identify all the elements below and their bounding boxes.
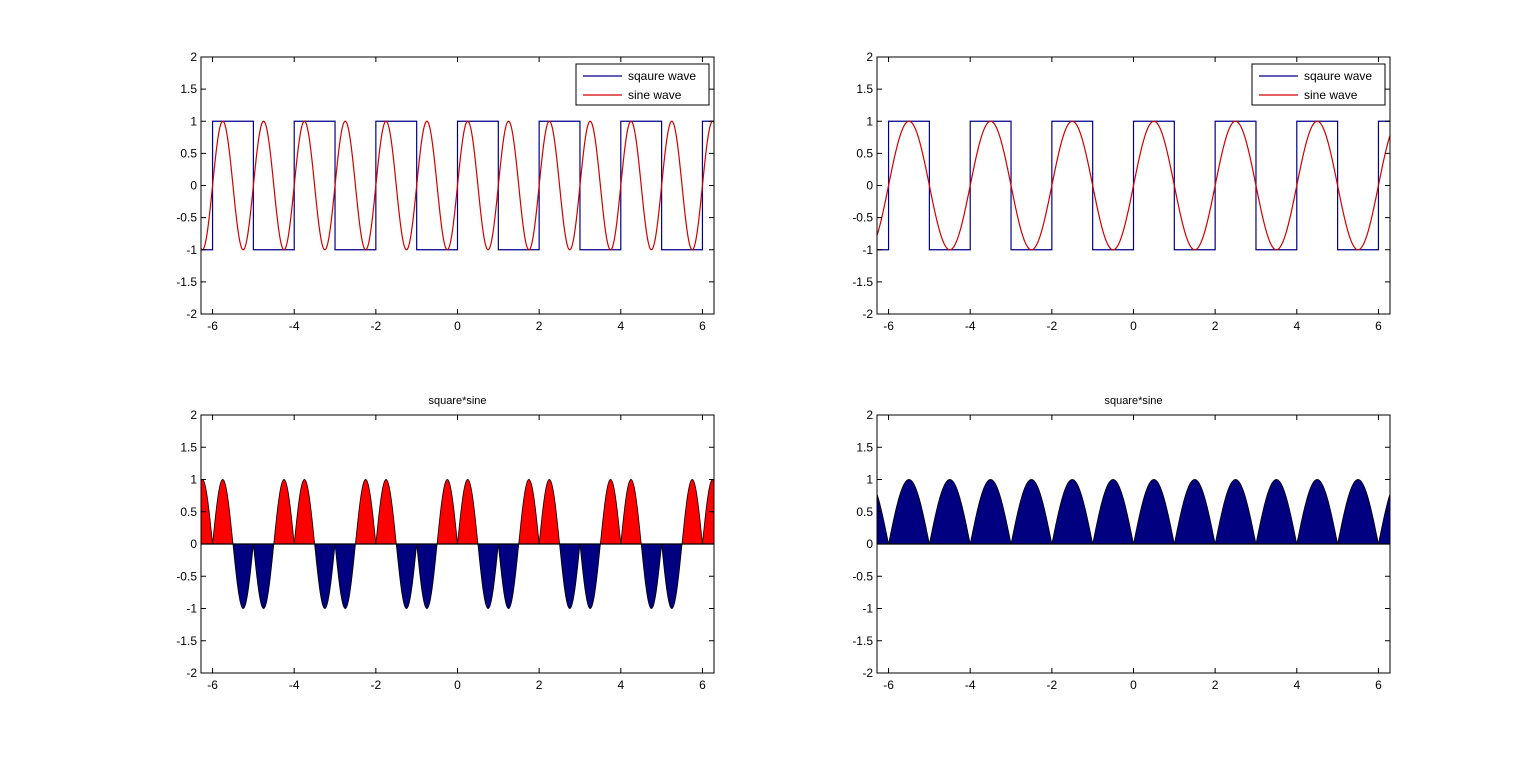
positive-area [518, 479, 561, 545]
y-tick-label: -0.5 [176, 211, 197, 225]
x-tick-label: 2 [1212, 678, 1219, 692]
legend-label: sqaure wave [1304, 69, 1372, 83]
y-tick-label: 1 [190, 473, 197, 487]
negative-area [640, 543, 683, 609]
legend-label: sine wave [1304, 88, 1358, 102]
y-tick-label: -1 [186, 243, 197, 257]
y-tick-label: -1 [862, 602, 873, 616]
positive-area [436, 479, 479, 545]
y-tick-label: -2 [186, 307, 197, 321]
y-tick-label: 0.5 [180, 505, 197, 519]
x-tick-label: 6 [1375, 319, 1382, 333]
x-tick-label: 4 [617, 319, 624, 333]
x-tick-label: 0 [454, 319, 461, 333]
y-tick-label: -2 [862, 666, 873, 680]
y-tick-label: 0.5 [180, 146, 197, 160]
y-tick-label: -1.5 [852, 275, 873, 289]
x-tick-label: 0 [454, 678, 461, 692]
y-tick-label: 0.5 [856, 146, 873, 160]
y-tick-label: 1.5 [180, 82, 197, 96]
y-tick-label: -0.5 [852, 569, 873, 583]
y-tick-label: -0.5 [852, 211, 873, 225]
subplot-title: square*sine [428, 395, 486, 407]
subplot-bottom-right-product: -6 -4 -2 0 2 4 6 -2 -1.5 -1 -0.5 0 0.5 1 1.5 2 square*si… [852, 395, 1391, 692]
x-tick-label: -4 [965, 319, 976, 333]
x-tick-label: -6 [883, 678, 894, 692]
x-tick-label: -4 [289, 678, 300, 692]
x-tick-label: 6 [699, 319, 706, 333]
negative-area [314, 543, 356, 609]
positive-area [273, 479, 316, 545]
x-tick-label: -2 [1047, 678, 1058, 692]
x-tick-label: 4 [1293, 678, 1300, 692]
plot-area [201, 479, 714, 609]
subplot-bottom-left-product: -6 -4 -2 0 2 4 6 -2 -1.5 -1 -0.5 0 0.5 1 1.5 2 square*si… [176, 395, 715, 692]
y-tick-label: -0.5 [176, 569, 197, 583]
y-tick-label: 2 [190, 50, 197, 64]
legend-label: sine wave [628, 88, 682, 102]
y-tick-label: 1.5 [856, 82, 873, 96]
positive-area [354, 479, 397, 545]
negative-area [559, 543, 601, 609]
subplot-top-right-square-and-sine: -6 -4 -2 0 2 4 6 -2 -1.5 -1 -0.5 0 0.5 1 1.5 2 sqaure wa… [852, 50, 1391, 333]
x-tick-label: 6 [1375, 678, 1382, 692]
y-tick-label: -1 [186, 602, 197, 616]
plot-area [201, 120, 714, 251]
y-tick-label: 2 [866, 408, 873, 422]
y-tick-label: -1.5 [852, 634, 873, 648]
x-tick-label: 0 [1130, 678, 1137, 692]
x-tick-label: 2 [536, 678, 543, 692]
x-tick-label: -6 [883, 319, 894, 333]
negative-area [232, 543, 275, 609]
legend: sqaure wave sine wave [1251, 63, 1386, 106]
sine-wave-line [877, 120, 1390, 251]
positive-area [599, 479, 642, 545]
y-tick-label: 0 [866, 537, 873, 551]
x-tick-label: 0 [1130, 319, 1137, 333]
legend-label: sqaure wave [628, 69, 696, 83]
y-tick-label: 0 [190, 179, 197, 193]
positive-area [201, 479, 234, 545]
x-tick-label: -6 [207, 319, 218, 333]
y-tick-label: 1.5 [180, 440, 197, 454]
x-tick-label: -2 [371, 319, 382, 333]
x-tick-label: -4 [289, 319, 300, 333]
y-tick-label: -2 [862, 307, 873, 321]
x-tick-label: 2 [536, 319, 543, 333]
x-tick-label: 6 [699, 678, 706, 692]
subplot-top-left-square-and-sine: -6 -4 -2 0 2 4 6 -2 -1.5 -1 -0.5 0 0.5 1 1.5 2 sqaure wa… [176, 50, 715, 333]
y-tick-label: -1 [862, 243, 873, 257]
plot-area [877, 120, 1390, 251]
y-tick-label: 0 [866, 179, 873, 193]
y-tick-label: 1 [190, 114, 197, 128]
x-tick-label: -2 [1047, 319, 1058, 333]
subplot-title: square*sine [1104, 395, 1162, 407]
x-tick-label: -6 [207, 678, 218, 692]
x-tick-label: 4 [617, 678, 624, 692]
x-tick-label: -2 [371, 678, 382, 692]
y-tick-label: -1.5 [176, 634, 197, 648]
y-tick-label: 1.5 [856, 440, 873, 454]
positive-area [681, 479, 714, 545]
y-tick-label: 1 [866, 114, 873, 128]
y-tick-label: 0 [190, 537, 197, 551]
legend: sqaure wave sine wave [575, 63, 710, 106]
y-tick-label: 2 [866, 50, 873, 64]
y-tick-label: -1.5 [176, 275, 197, 289]
x-tick-label: 2 [1212, 319, 1219, 333]
y-tick-label: -2 [186, 666, 197, 680]
negative-area [395, 543, 438, 609]
x-tick-label: 4 [1293, 319, 1300, 333]
x-tick-label: -4 [965, 678, 976, 692]
sine-wave-line [201, 120, 714, 251]
y-tick-label: 2 [190, 408, 197, 422]
negative-area [477, 543, 520, 609]
y-tick-label: 0.5 [856, 505, 873, 519]
y-tick-label: 1 [866, 473, 873, 487]
